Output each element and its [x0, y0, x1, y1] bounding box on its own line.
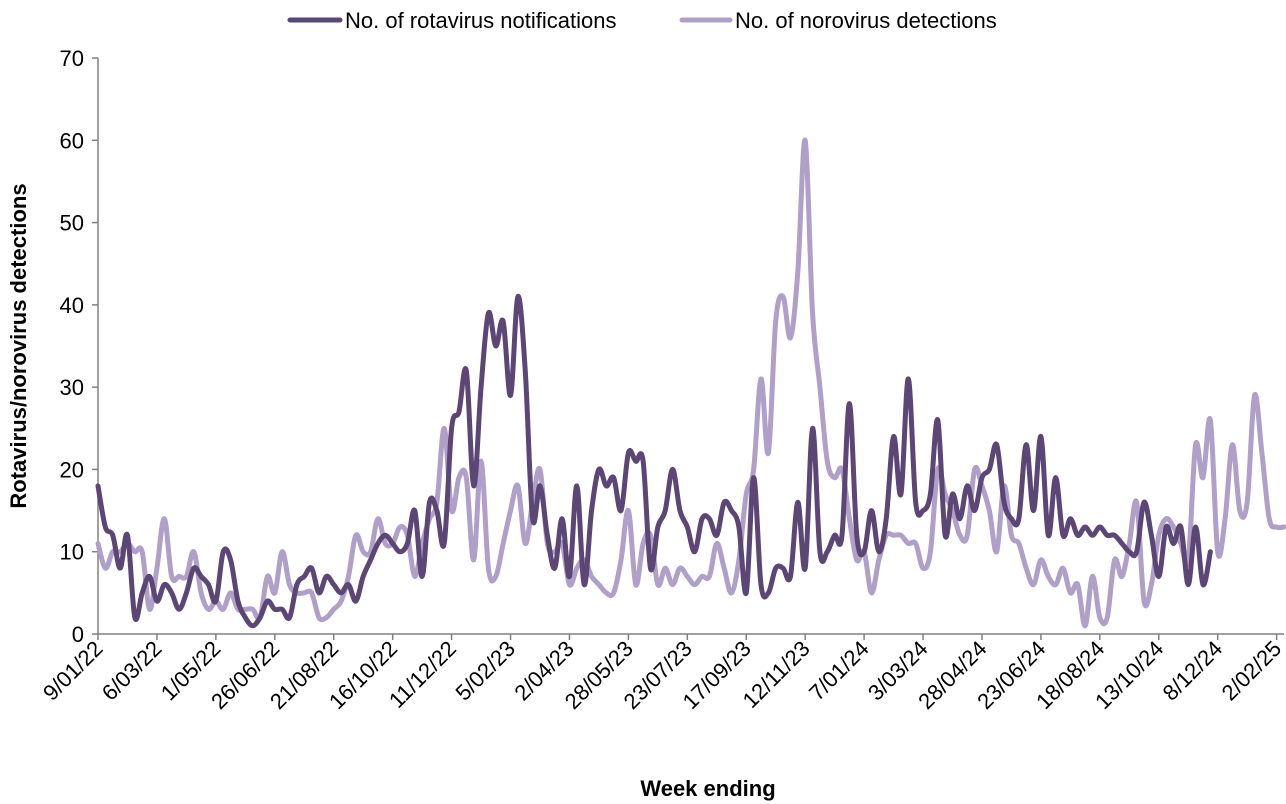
- x-tick-label: 8/12/24: [1158, 636, 1228, 706]
- series-line-norovirus: [95, 137, 1286, 629]
- y-tick-label: 70: [60, 46, 84, 71]
- x-tick-label: 2/02/25: [1217, 636, 1286, 706]
- y-tick-label: 20: [60, 457, 84, 482]
- y-tick-label: 60: [60, 128, 84, 153]
- legend-label-norovirus: No. of norovirus detections: [735, 8, 997, 33]
- y-tick-label: 40: [60, 293, 84, 318]
- x-axis-title: Week ending: [640, 776, 775, 801]
- y-tick-label: 50: [60, 211, 84, 236]
- x-tick-label: 5/02/23: [450, 636, 520, 706]
- y-axis-ticks: 0 10 20 30 40 50 60 70: [60, 46, 98, 647]
- x-tick-label: 6/03/22: [97, 636, 167, 706]
- series-line-rotavirus: [95, 294, 1213, 629]
- y-axis-title: Rotavirus/norovirus detections: [6, 183, 31, 508]
- x-tick-label: 7/01/24: [804, 636, 874, 706]
- legend: No. of rotavirus notifications No. of no…: [287, 8, 997, 33]
- y-tick-label: 10: [60, 540, 84, 565]
- y-tick-label: 30: [60, 375, 84, 400]
- y-tick-label: 0: [72, 622, 84, 647]
- series-group: [95, 137, 1286, 629]
- x-axis-ticks: 9/01/226/03/221/05/2226/06/2221/08/2216/…: [38, 634, 1286, 714]
- legend-label-rotavirus: No. of rotavirus notifications: [345, 8, 616, 33]
